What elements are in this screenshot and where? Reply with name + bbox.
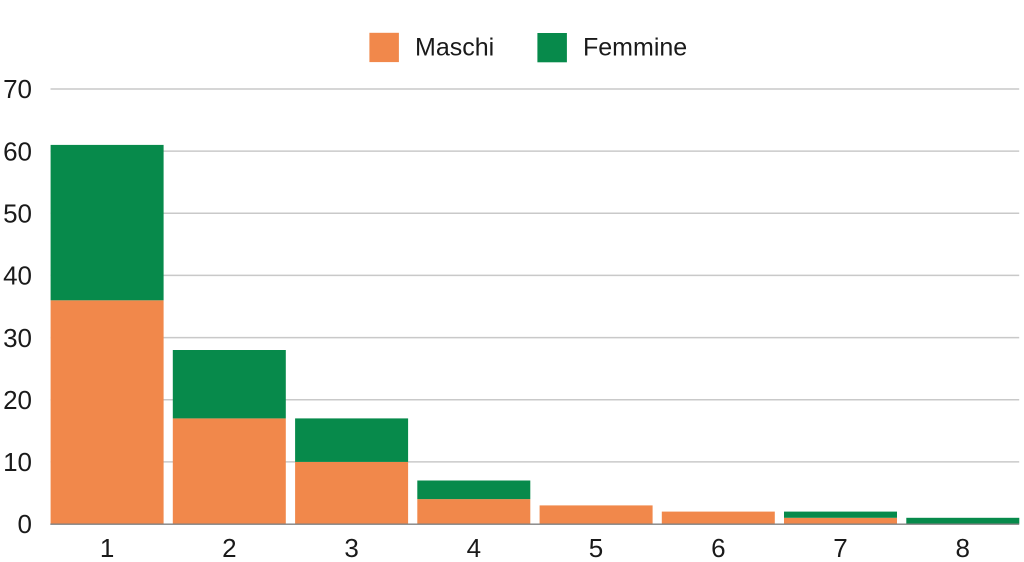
svg-text:70: 70 xyxy=(3,74,32,104)
svg-text:7: 7 xyxy=(833,533,847,562)
svg-text:1: 1 xyxy=(100,533,114,562)
svg-text:60: 60 xyxy=(3,136,32,166)
svg-text:6: 6 xyxy=(711,533,725,562)
svg-text:8: 8 xyxy=(955,533,969,562)
svg-text:30: 30 xyxy=(3,323,32,353)
svg-text:0: 0 xyxy=(18,509,32,539)
svg-text:40: 40 xyxy=(3,261,32,291)
svg-text:Maschi: Maschi xyxy=(415,34,494,62)
svg-text:Femmine: Femmine xyxy=(583,34,687,62)
svg-text:10: 10 xyxy=(3,447,32,477)
svg-text:20: 20 xyxy=(3,385,32,415)
svg-text:2: 2 xyxy=(222,533,236,562)
svg-text:3: 3 xyxy=(344,533,358,562)
svg-text:50: 50 xyxy=(3,199,32,229)
svg-text:4: 4 xyxy=(467,533,481,562)
svg-text:5: 5 xyxy=(589,533,603,562)
